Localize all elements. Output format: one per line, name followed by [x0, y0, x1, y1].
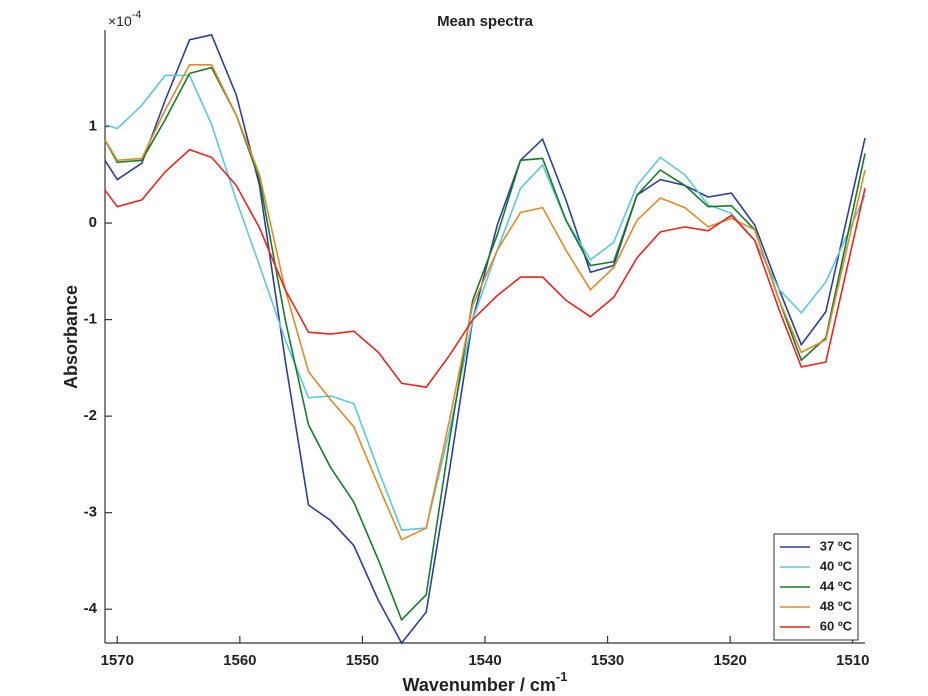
x-axis-label: Wavenumber / cm-1	[403, 669, 568, 694]
series-line	[104, 64, 866, 541]
x-tick-label: 1540	[468, 652, 501, 669]
x-tick-label: 1530	[591, 652, 624, 669]
x-label-power: -1	[556, 669, 568, 684]
exponent-power: -4	[132, 9, 142, 21]
y-exponent: ×10-4	[108, 9, 142, 29]
y-axis-label: Absorbance	[61, 285, 81, 389]
series-line	[104, 66, 866, 622]
x-tick-label: 1560	[223, 652, 256, 669]
y-tick-label: -1	[84, 311, 97, 328]
y-tick-label: -2	[84, 407, 97, 424]
legend-label: 48 ºC	[820, 598, 853, 613]
x-tick-label: 1570	[101, 652, 134, 669]
legend-label: 40 ºC	[820, 558, 853, 573]
series-line	[104, 148, 866, 389]
x-tick-label: 1510	[836, 652, 869, 669]
series-line	[104, 33, 866, 645]
legend-label: 37 ºC	[820, 538, 853, 553]
series-line	[104, 74, 866, 531]
x-tick-label: 1520	[713, 652, 746, 669]
legend: 37 ºC 40 ºC 44 ºC 48 ºC 60 ºC	[773, 533, 859, 641]
exponent-base: ×10	[108, 13, 132, 29]
chart-title: Mean spectra	[437, 13, 534, 30]
y-tick-label: -4	[84, 600, 98, 617]
x-tick-label: 1550	[346, 652, 379, 669]
y-tick-label: -3	[84, 504, 97, 521]
x-label-text: Wavenumber / cm	[403, 675, 556, 695]
y-tick-label: 1	[89, 118, 97, 135]
legend-label: 60 ºC	[820, 618, 853, 633]
legend-label: 44 ºC	[820, 578, 853, 593]
y-tick-label: 0	[89, 214, 97, 231]
